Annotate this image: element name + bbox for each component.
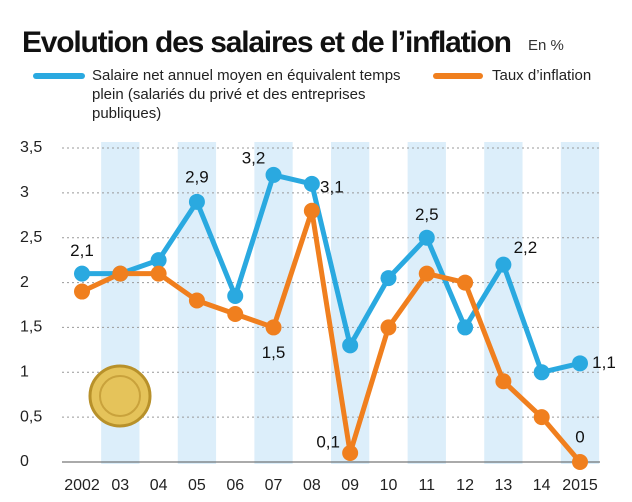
x-tick-label: 03 <box>111 477 129 494</box>
band <box>254 142 293 464</box>
point <box>227 305 244 322</box>
point <box>227 288 244 305</box>
point <box>495 256 512 273</box>
point <box>188 292 205 309</box>
band <box>407 142 446 464</box>
data-label: 2,1 <box>70 241 94 260</box>
coin <box>88 364 152 428</box>
data-label: 2,2 <box>514 238 538 257</box>
point <box>380 319 397 336</box>
series-line <box>82 172 581 375</box>
band <box>560 142 600 464</box>
point <box>150 252 167 269</box>
data-label: 1,1 <box>592 353 616 372</box>
x-tick-label: 05 <box>188 477 206 494</box>
x-tick-label: 14 <box>533 477 551 494</box>
chart-subtitle: En % <box>528 37 564 54</box>
y-tick-label: 0,5 <box>20 408 42 425</box>
x-tick-label: 10 <box>380 477 398 494</box>
point <box>533 364 550 381</box>
legend-label: Taux d’inflation <box>492 67 592 84</box>
point <box>533 409 550 426</box>
point <box>572 355 588 372</box>
data-label: 0,1 <box>316 433 340 452</box>
chart-title: Evolution des salaires et de l’inflation <box>22 26 511 59</box>
x-tick-label: 08 <box>303 477 321 494</box>
point <box>112 265 129 282</box>
point <box>572 454 588 470</box>
point <box>457 319 474 336</box>
x-tick-label: 07 <box>265 477 283 494</box>
data-label: 2,9 <box>185 167 209 186</box>
y-tick-label: 1 <box>20 364 29 381</box>
point <box>457 274 474 291</box>
data-label: 3,2 <box>242 148 266 167</box>
point <box>495 373 512 390</box>
point <box>342 445 359 462</box>
data-label: 0 <box>575 427 584 446</box>
point <box>380 270 397 287</box>
point <box>303 202 320 219</box>
x-tick-label: 11 <box>418 477 435 494</box>
x-tick-label: 2002 <box>64 477 100 494</box>
x-tick-label: 06 <box>226 477 244 494</box>
point <box>265 319 282 336</box>
point <box>418 229 435 246</box>
y-tick-label: 3 <box>20 184 29 201</box>
x-tick-label: 13 <box>494 477 512 494</box>
data-label: 2,5 <box>415 205 439 224</box>
point <box>188 193 205 210</box>
data-label: 3,1 <box>320 177 344 196</box>
y-tick-label: 0 <box>20 453 29 470</box>
point <box>150 265 167 282</box>
y-tick-label: 2 <box>20 274 29 291</box>
y-tick-label: 2,5 <box>20 229 42 246</box>
point <box>74 283 90 300</box>
point <box>265 166 282 183</box>
point <box>303 175 320 192</box>
x-tick-label: 2015 <box>562 477 598 494</box>
legend-label: Salaire net annuel moyen en équivalent t… <box>92 67 401 122</box>
x-tick-label: 12 <box>456 477 474 494</box>
x-tick-label: 04 <box>150 477 168 494</box>
y-tick-label: 1,5 <box>20 319 42 336</box>
point <box>418 265 435 282</box>
point <box>342 337 359 354</box>
point <box>74 265 90 282</box>
y-tick-label: 3,5 <box>20 139 42 156</box>
coin-inner <box>99 375 141 417</box>
x-tick-label: 09 <box>341 477 359 494</box>
data-label: 1,5 <box>262 343 286 362</box>
